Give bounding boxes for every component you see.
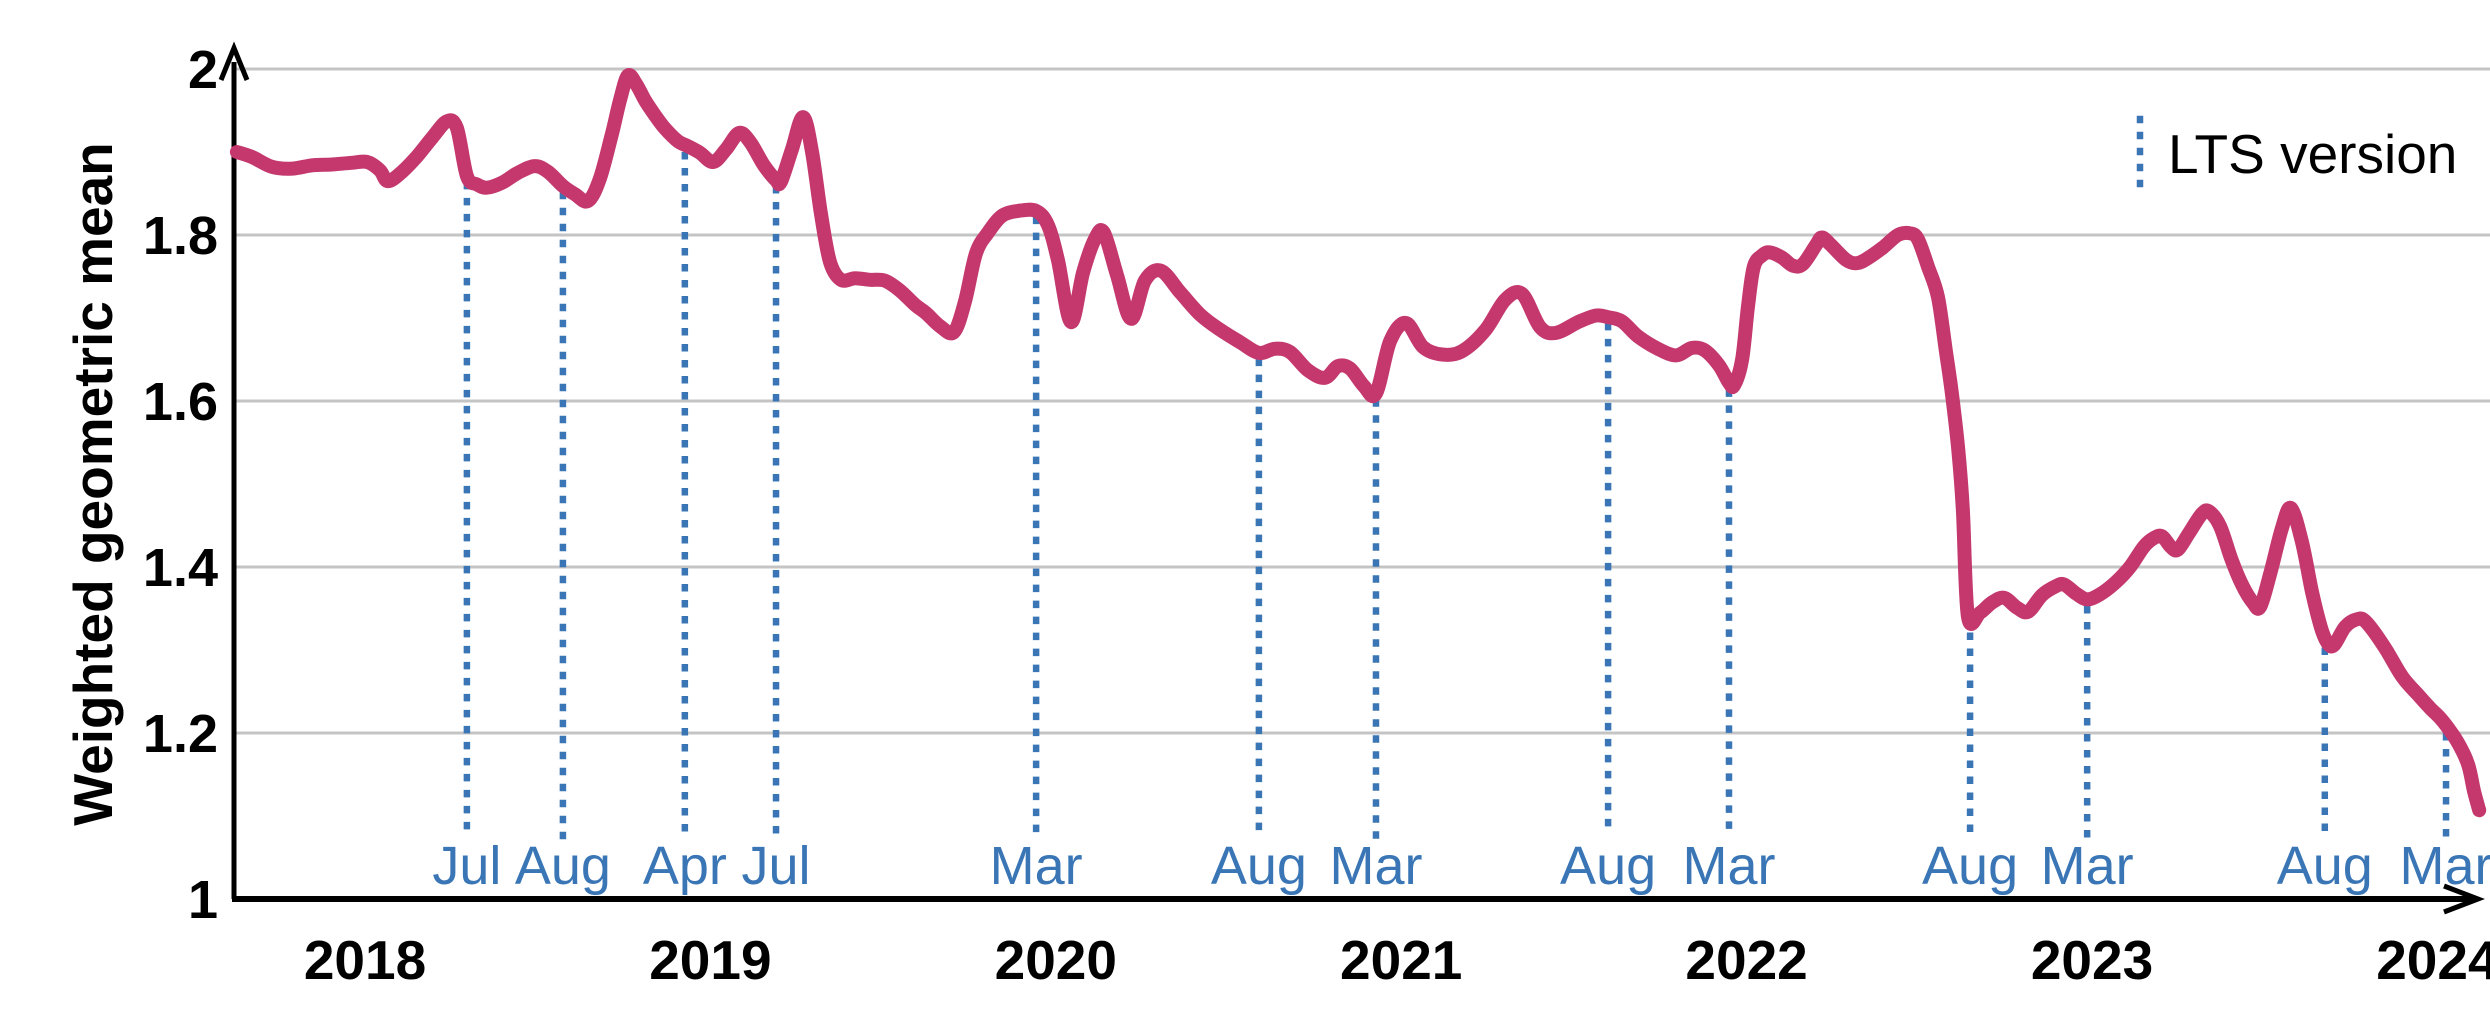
y-tick-label: 1.8 [143, 206, 218, 266]
legend-label: LTS version [2168, 123, 2457, 185]
lts-month-label: Mar [990, 836, 1083, 896]
weighted-geomean-line-chart: 1 1.2 1.4 1.6 1.8 2 2018 2019 2020 2021 2022 2023 20… [40, 16, 2490, 1020]
lts-month-label: Aug [515, 836, 611, 896]
chart-background [40, 16, 2490, 1020]
lts-month-label: Aug [2277, 836, 2373, 896]
lts-month-label: Aug [1922, 836, 2018, 896]
y-tick-label: 2 [188, 40, 218, 100]
y-tick-label: 1.2 [143, 704, 218, 764]
x-tick-label: 2020 [995, 929, 1117, 991]
x-tick-label: 2018 [304, 929, 426, 991]
y-tick-label: 1.6 [143, 372, 218, 432]
y-tick-label: 1 [188, 870, 218, 930]
x-tick-label: 2024 [2376, 929, 2490, 991]
lts-month-label: Aug [1560, 836, 1656, 896]
lts-month-label: Jul [432, 836, 501, 896]
x-tick-label: 2022 [1685, 929, 1807, 991]
x-tick-label: 2021 [1340, 929, 1462, 991]
lts-month-label: Aug [1211, 836, 1307, 896]
x-axis-arrow-icon [2443, 883, 2486, 915]
lts-month-label: Jul [742, 836, 811, 896]
trend-line [229, 68, 2487, 818]
lts-month-label: Apr [643, 836, 727, 896]
lts-month-label: Mar [2041, 836, 2134, 896]
lts-month-label: Mar [2400, 836, 2490, 896]
chart-canvas: 1 1.2 1.4 1.6 1.8 2 2018 2019 2020 2021 2022 2023 20… [40, 16, 2490, 1020]
x-tick-label: 2019 [649, 929, 771, 991]
lts-month-label: Mar [1329, 836, 1422, 896]
y-tick-label: 1.4 [143, 538, 218, 598]
y-axis-title: Weighted geometric mean [62, 142, 124, 826]
lts-month-label: Mar [1682, 836, 1775, 896]
y-axis-arrow-icon [218, 41, 250, 81]
x-tick-label: 2023 [2031, 929, 2153, 991]
